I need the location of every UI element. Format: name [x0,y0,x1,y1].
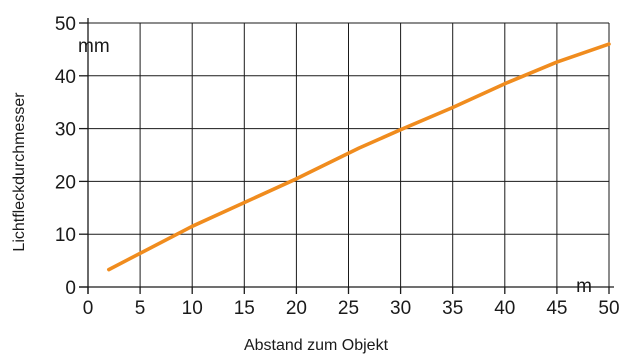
x-tick-label: 10 [182,298,203,319]
x-tick-label: 20 [286,298,307,319]
y-unit-mask [76,35,118,57]
x-tick-label: 35 [442,298,463,319]
y-tick-label: 0 [65,278,76,299]
y-axis-title: Lichtfleckdurchmesser [11,92,28,252]
x-tick-label: 15 [234,298,255,319]
grid-lines [76,22,610,296]
y-tick-label: 10 [55,225,76,246]
x-tick-label: 40 [494,298,515,319]
y-tick-label: 30 [55,120,76,141]
x-tick-label: 25 [338,298,359,319]
series-line [107,42,611,272]
axes [79,18,614,294]
x-tick-label: 0 [83,298,94,319]
x-tick-label: 30 [390,298,411,319]
x-axis-title: Abstand zum Objekt [244,337,389,354]
y-unit-label: mm [78,36,110,57]
y-tick-label: 40 [55,67,76,88]
x-unit-label: m [576,276,592,297]
x-tick-label: 45 [546,298,567,319]
x-tick-labels: 0 5 10 15 20 25 30 35 40 45 50 [83,298,620,319]
data-series [107,42,611,272]
y-tick-label: 50 [55,14,76,35]
x-tick-label: 50 [598,298,619,319]
y-tick-labels: 0 10 20 30 40 50 [55,14,76,299]
y-tick-label: 20 [55,172,76,193]
x-tick-label: 5 [135,298,146,319]
x-unit-mask [569,276,599,296]
